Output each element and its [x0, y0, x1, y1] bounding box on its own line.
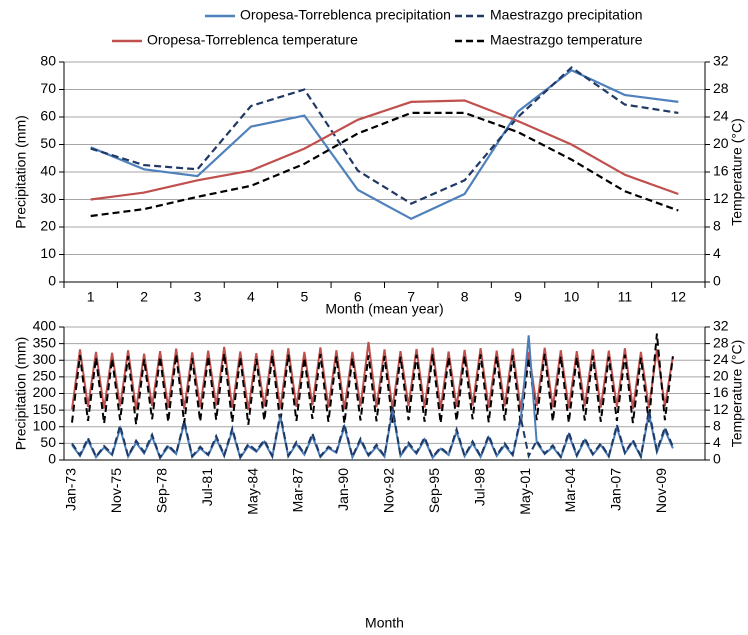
x-tick-label: 1 [87, 289, 95, 305]
y2-tick-label: 24 [713, 108, 729, 124]
x-tick-label: 3 [194, 289, 202, 305]
y2-tick-label: 12 [713, 190, 729, 206]
x-tick-label: Jul-98 [471, 468, 487, 506]
y2-tick-label: 16 [713, 384, 729, 400]
x-tick-label: 2 [140, 289, 148, 305]
y2-axis-label: Temperature (°C) [729, 118, 745, 226]
y2-tick-label: 0 [713, 451, 721, 467]
x-tick-label: Nov-09 [653, 468, 669, 513]
y-tick-label: 50 [40, 434, 56, 450]
x-tick-label: May-84 [244, 468, 260, 515]
legend-label: Maestrazgo precipitation [490, 7, 643, 23]
series-line [90, 66, 679, 205]
y2-tick-label: 12 [713, 401, 729, 417]
series-line [71, 341, 674, 411]
x-tick-label: 6 [354, 289, 362, 305]
legend-label: Maestrazgo temperature [490, 32, 643, 48]
y2-tick-label: 8 [713, 417, 721, 433]
series-line [90, 99, 679, 201]
x-tick-label: 5 [300, 289, 308, 305]
y-tick-label: 100 [33, 417, 57, 433]
y-axis-label: Precipitation (mm) [13, 115, 29, 229]
y-tick-label: 50 [40, 135, 56, 151]
y-tick-label: 150 [33, 401, 57, 417]
x-tick-label: Nov-75 [108, 468, 124, 513]
y-tick-label: 300 [33, 351, 57, 367]
y2-tick-label: 20 [713, 368, 729, 384]
series-line [71, 333, 674, 425]
x-tick-label: Jan-07 [608, 468, 624, 511]
y-tick-label: 40 [40, 163, 56, 179]
y-tick-label: 200 [33, 384, 57, 400]
series-line [90, 111, 679, 218]
x-tick-label: Jul-81 [199, 468, 215, 506]
x-axis-label: Month (mean year) [325, 301, 443, 317]
y2-tick-label: 28 [713, 334, 729, 350]
y-tick-label: 0 [48, 451, 56, 467]
y-tick-label: 60 [40, 108, 56, 124]
y2-tick-label: 4 [713, 245, 721, 261]
x-tick-label: Jan-90 [335, 468, 351, 511]
y2-tick-label: 24 [713, 351, 729, 367]
y2-tick-label: 4 [713, 434, 721, 450]
x-tick-label: 10 [564, 289, 580, 305]
x-tick-label: Sep-78 [154, 468, 170, 513]
x-tick-label: May-01 [517, 468, 533, 515]
x-tick-label: 9 [514, 289, 522, 305]
y-tick-label: 400 [33, 318, 57, 334]
x-tick-label: 11 [618, 289, 633, 305]
y2-axis-label: Temperature (°C) [729, 340, 745, 448]
y2-tick-label: 20 [713, 135, 729, 151]
y2-tick-label: 16 [713, 163, 729, 179]
y-tick-label: 250 [33, 368, 57, 384]
y-tick-label: 350 [33, 334, 57, 350]
legend-label: Oropesa-Torreblenca temperature [147, 32, 358, 48]
x-axis-label: Month [365, 615, 404, 631]
y-axis-label: Precipitation (mm) [13, 337, 29, 451]
x-tick-label: 8 [461, 289, 469, 305]
x-tick-label: Jan-73 [63, 468, 79, 511]
x-tick-label: 12 [671, 289, 687, 305]
y2-tick-label: 32 [713, 318, 729, 334]
x-tick-label: Nov-92 [381, 468, 397, 513]
y-tick-label: 20 [40, 218, 56, 234]
y2-tick-label: 32 [713, 53, 729, 69]
series-line [71, 406, 674, 460]
y-tick-label: 10 [40, 245, 56, 261]
x-tick-label: Mar-87 [290, 468, 306, 513]
y2-tick-label: 8 [713, 218, 721, 234]
y-tick-label: 80 [40, 53, 56, 69]
x-tick-label: Mar-04 [562, 468, 578, 513]
y-tick-label: 30 [40, 190, 56, 206]
y-tick-label: 0 [48, 273, 56, 289]
x-tick-label: 4 [247, 289, 255, 305]
y2-tick-label: 0 [713, 273, 721, 289]
y-tick-label: 70 [40, 80, 56, 96]
legend-label: Oropesa-Torreblenca precipitation [240, 7, 451, 23]
y2-tick-label: 28 [713, 80, 729, 96]
x-tick-label: Sep-95 [426, 468, 442, 513]
x-tick-label: 7 [407, 289, 415, 305]
